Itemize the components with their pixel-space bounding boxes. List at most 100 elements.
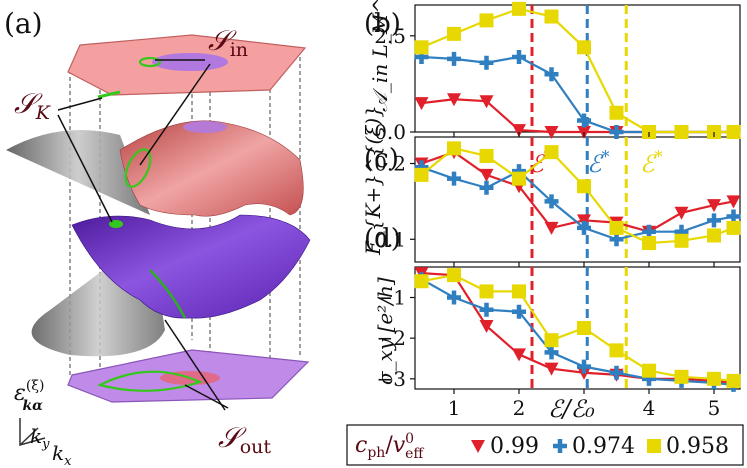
data-point-b-0-3 [512, 124, 526, 138]
data-point-c-2-4 [544, 145, 559, 160]
data-point-d-2-8 [674, 369, 689, 384]
data-point-b-1-4 [544, 67, 559, 82]
bottom-plane-out-contour [96, 370, 204, 392]
data-point-d-2-3 [512, 284, 526, 299]
data-point-d-0-4 [544, 362, 559, 376]
ytick-label-d-2: −3 [377, 367, 406, 391]
legend-box [346, 424, 744, 466]
legend-label-2: 0.958 [666, 434, 729, 459]
data-point-b-2-8 [674, 125, 689, 139]
s-out-label: 𝒮out [218, 421, 271, 458]
data-point-c-0-8 [674, 206, 689, 220]
data-point-c-1-5 [577, 220, 591, 235]
data-point-d-1-5 [577, 359, 591, 374]
k-point-dot [109, 220, 123, 228]
plots-area: (b) (c) (d) 𝒜_in L_M^2 F_{K+}^{(ξ)} σ_xy… [361, 0, 741, 423]
ytick-label-b-0: 0.0 [374, 120, 406, 144]
top-plane-k-contour [97, 90, 121, 99]
k-axes-glyph [19, 418, 46, 446]
ytick-label-b-1: 2.5 [374, 24, 406, 48]
data-point-c-0-10 [726, 195, 741, 209]
data-point-d-1-3 [512, 304, 526, 319]
data-point-b-2-6 [609, 105, 624, 120]
ky-axis-label: ky [30, 424, 50, 452]
data-point-d-2-4 [544, 333, 559, 348]
data-point-d-2-2 [479, 284, 494, 299]
data-point-d-2-7 [642, 363, 656, 378]
panel-c-label: (c) [364, 144, 399, 174]
s-k-label: 𝒮K [14, 87, 52, 124]
legend-label-0: 0.99 [490, 434, 539, 459]
data-point-c-2-1 [447, 141, 461, 156]
data-point-c-1-9 [707, 213, 721, 228]
threshold-label-blue: ℰ* [587, 147, 610, 178]
red-band-in-contour [124, 148, 152, 188]
data-point-c-1-4 [544, 194, 559, 209]
panel-c-ylabel: F_{K+}^{(ξ)} [361, 105, 385, 256]
data-point-c-2-9 [707, 228, 721, 243]
data-point-b-1-6 [609, 125, 624, 139]
threshold-label-yellow: ℰ* [640, 147, 663, 178]
panel-d-frame [414, 266, 741, 390]
xtick-label-3: 5 [708, 396, 721, 420]
ytick-label-c-1: 0.2 [374, 152, 406, 176]
data-point-d-0-3 [512, 348, 526, 362]
data-point-b-1-2 [479, 55, 494, 70]
data-point-c-2-7 [642, 236, 656, 251]
red-band-surface [119, 120, 304, 217]
data-point-c-0-5 [577, 214, 591, 228]
data-point-b-2-4 [544, 9, 559, 24]
panel-d-ylabel: σ_xy [e²/h] [373, 277, 397, 385]
kx-axis-label: kx [52, 441, 72, 468]
data-point-d-1-6 [609, 365, 624, 380]
data-point-b-0-0 [414, 97, 429, 111]
data-point-b-2-3 [512, 1, 526, 16]
data-point-d-2-9 [707, 371, 721, 386]
x-axis-label: ℰ/ℰ₀ [548, 395, 595, 423]
legend: cph/v0 eff 0.99 0.974 0.958 [346, 424, 744, 466]
panel-b-label: (b) [364, 9, 401, 39]
data-point-b-1-5 [577, 113, 591, 128]
data-point-c-2-10 [726, 220, 741, 235]
data-point-b-2-0 [414, 40, 429, 55]
data-point-d-1-4 [544, 345, 559, 360]
xtick-label-0: 1 [448, 396, 461, 420]
red-band-top-hole [183, 121, 227, 133]
threshold-lines [530, 5, 628, 389]
panel-a-illustration: (a) 𝒮in 𝒮K 𝒮out ε(ξ) 𝒌α ky kx [4, 7, 311, 468]
data-point-c-2-2 [479, 148, 494, 163]
data-point-d-1-2 [479, 302, 494, 317]
data-point-d-2-6 [609, 343, 624, 358]
ytick-label-d-1: −2 [377, 326, 406, 350]
legend-marker-1 [553, 439, 567, 453]
purple-band-surface [71, 214, 311, 319]
data-point-c-2-0 [414, 167, 429, 182]
series-line-b-2 [421, 7, 734, 134]
legend-entries: 0.99 0.974 0.958 [471, 434, 729, 459]
data-point-c-2-3 [512, 171, 526, 186]
data-point-d-2-0 [414, 274, 429, 289]
top-plane-in-contour [138, 56, 162, 68]
gray-cone-upper [6, 130, 150, 215]
data-point-b-2-10 [726, 125, 741, 139]
legend-param-label: cph/v0 eff [355, 431, 424, 462]
data-point-c-0-4 [544, 221, 559, 235]
panel-b-ylabel: 𝒜_in L_M^2 [368, 0, 392, 112]
data-point-b-0-4 [544, 126, 559, 139]
data-point-d-1-1 [447, 290, 461, 305]
data-point-d-0-2 [479, 319, 494, 333]
data-point-b-0-2 [479, 95, 494, 109]
data-point-c-0-9 [707, 199, 721, 213]
data-point-b-1-1 [447, 51, 461, 66]
data-point-d-2-5 [577, 321, 591, 335]
panel-c-frame [414, 136, 741, 263]
data-point-c-1-2 [479, 180, 494, 195]
data-point-d-2-1 [447, 268, 461, 283]
legend-marker-0 [471, 440, 485, 453]
ticks-group: 0.0 2.5 0.1 0.2 −1 −2 −3 1 2 4 5 [374, 24, 720, 420]
data-point-c-2-5 [577, 179, 591, 194]
xtick-label-1: 2 [513, 396, 526, 420]
data-point-b-2-5 [577, 40, 591, 55]
ytick-label-d-0: −1 [377, 286, 406, 310]
